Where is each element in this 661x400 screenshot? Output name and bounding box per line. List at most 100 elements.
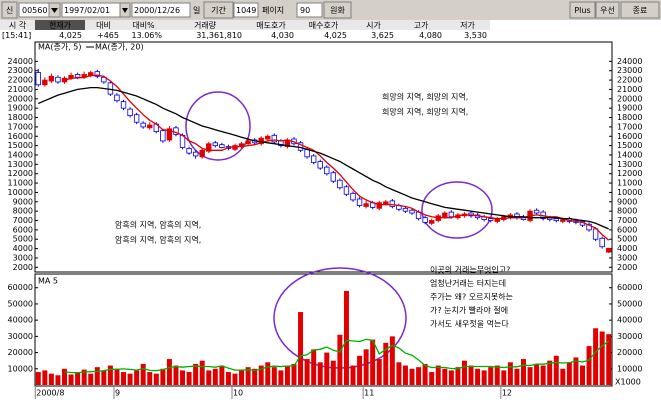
y-tick-label-right: 30000: [617, 332, 642, 341]
volume-bar: [580, 365, 585, 385]
volume-bar: [121, 372, 127, 385]
volume-bar: [547, 360, 553, 385]
candle-body: [265, 135, 271, 140]
volume-bar: [153, 373, 159, 385]
candle-body: [422, 217, 428, 223]
quote-header: 현재가: [49, 21, 72, 30]
volume-bar: [147, 372, 153, 385]
exit-button[interactable]: [620, 1, 660, 19]
volume-bar: [298, 312, 304, 385]
y-tick-label-right: 16000: [617, 132, 642, 141]
toolbar-text: 00560: [22, 6, 47, 15]
legend-label: MA(종가, 20): [95, 43, 144, 52]
toolbar-text: 2000/12/26: [134, 6, 180, 15]
volume-bar: [475, 368, 481, 385]
candle-body: [350, 192, 356, 201]
candle-body: [553, 218, 559, 221]
toolbar-text: 90: [300, 6, 310, 15]
end-date-input[interactable]: [131, 2, 191, 18]
y-tick-label: 15000: [8, 141, 33, 150]
volume-bar: [114, 368, 120, 385]
quote-value: 4,025: [324, 31, 347, 40]
y-tick-label-right: 21000: [617, 85, 642, 94]
volume-bar: [416, 367, 422, 385]
quote-header: 고가: [414, 21, 429, 30]
candle-body: [592, 228, 599, 240]
quote-header: 대비: [96, 21, 111, 30]
volume-bar: [304, 359, 310, 385]
candle-body: [94, 71, 100, 77]
y-tick-label: 6000: [13, 225, 33, 234]
period-input[interactable]: [233, 2, 259, 18]
y-tick-label-right: 24000: [617, 57, 642, 66]
y-tick-label: 14000: [8, 150, 33, 159]
volume-bar: [389, 336, 395, 385]
volume-bar: [488, 367, 494, 385]
y-tick-label: 3000: [13, 253, 33, 262]
y-tick-label-right: 7000: [617, 216, 637, 225]
period-button[interactable]: [203, 1, 234, 19]
x-tick-label: 9: [115, 389, 120, 398]
y-tick-label: 10000: [8, 188, 33, 197]
volume-bar: [173, 365, 179, 385]
quote-value: 3,530: [464, 31, 487, 40]
candle-body: [55, 76, 61, 83]
candle-body: [363, 203, 369, 207]
new-button[interactable]: [1, 1, 18, 19]
page-input[interactable]: [296, 2, 323, 18]
y-tick-label-right: 23000: [617, 66, 642, 75]
dropdown-arrow: [122, 8, 128, 13]
volume-bar: [520, 359, 526, 385]
volume-bar: [527, 367, 533, 385]
priority-button[interactable]: [595, 1, 620, 19]
volume-bar: [422, 363, 428, 385]
quote-value: 4,080: [419, 31, 442, 40]
y-tick-label: 30000: [8, 332, 33, 341]
y-tick-label-right: 10000: [617, 188, 642, 197]
currency-button[interactable]: [323, 1, 352, 19]
quote-header: 매수호가: [309, 21, 339, 30]
volume-bar: [494, 365, 500, 385]
volume-bar: [566, 362, 572, 385]
y-tick-label: 17000: [8, 122, 33, 131]
candle-body: [35, 72, 41, 86]
candle-body: [330, 172, 337, 182]
candle-body: [199, 149, 205, 158]
x-tick-label: 10: [233, 389, 243, 398]
toolbar-text: 기간: [211, 5, 226, 15]
quote-value: 31,361,810: [196, 31, 242, 40]
toolbar-text: 1997/02/01: [64, 6, 110, 15]
quote-value: 4,025: [59, 31, 82, 40]
volume-bar: [239, 370, 245, 385]
quote-header: 시가: [366, 21, 381, 30]
y-tick-label: 4000: [13, 244, 33, 253]
candle-body: [219, 144, 225, 148]
y-tick-label: 20000: [8, 348, 33, 357]
y-tick-label-right: 12000: [617, 169, 642, 178]
volume-bar: [68, 374, 74, 385]
toolbar-text: 신: [6, 6, 13, 15]
candle-body: [212, 142, 219, 147]
toolbar-text: 원화: [330, 6, 345, 15]
y-tick-label: 12000: [8, 169, 33, 178]
ma-line: [38, 86, 609, 230]
toolbar-text: 일: [193, 6, 200, 15]
volume-bar: [107, 365, 113, 385]
volume-bar: [199, 360, 205, 385]
highlight-circle: [185, 91, 251, 161]
volume-bar: [35, 372, 41, 385]
candle-body: [206, 143, 212, 152]
volume-bar: [468, 365, 474, 385]
y-tick-label: 10000: [8, 364, 33, 373]
plus-button[interactable]: [569, 1, 596, 19]
y-tick-label-right: 18000: [617, 113, 642, 122]
candle-body: [402, 207, 409, 212]
volume-bar: [101, 370, 107, 385]
candle-body: [599, 237, 605, 248]
volume-panel: [34, 273, 613, 387]
volume-bar: [396, 362, 402, 385]
y-tick-label-right: 11000: [617, 179, 642, 188]
candle-body: [48, 75, 55, 82]
volume-bar: [442, 368, 448, 385]
